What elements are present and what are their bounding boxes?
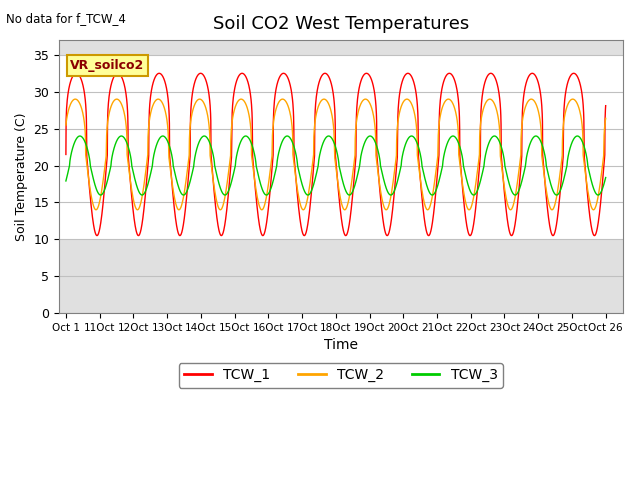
Y-axis label: Soil Temperature (C): Soil Temperature (C) xyxy=(15,112,28,241)
Text: No data for f_TCW_4: No data for f_TCW_4 xyxy=(6,12,126,25)
Legend: TCW_1, TCW_2, TCW_3: TCW_1, TCW_2, TCW_3 xyxy=(179,363,503,388)
Bar xyxy=(59,55,623,240)
Text: VR_soilco2: VR_soilco2 xyxy=(70,59,145,72)
X-axis label: Time: Time xyxy=(324,338,358,352)
Title: Soil CO2 West Temperatures: Soil CO2 West Temperatures xyxy=(212,15,469,33)
